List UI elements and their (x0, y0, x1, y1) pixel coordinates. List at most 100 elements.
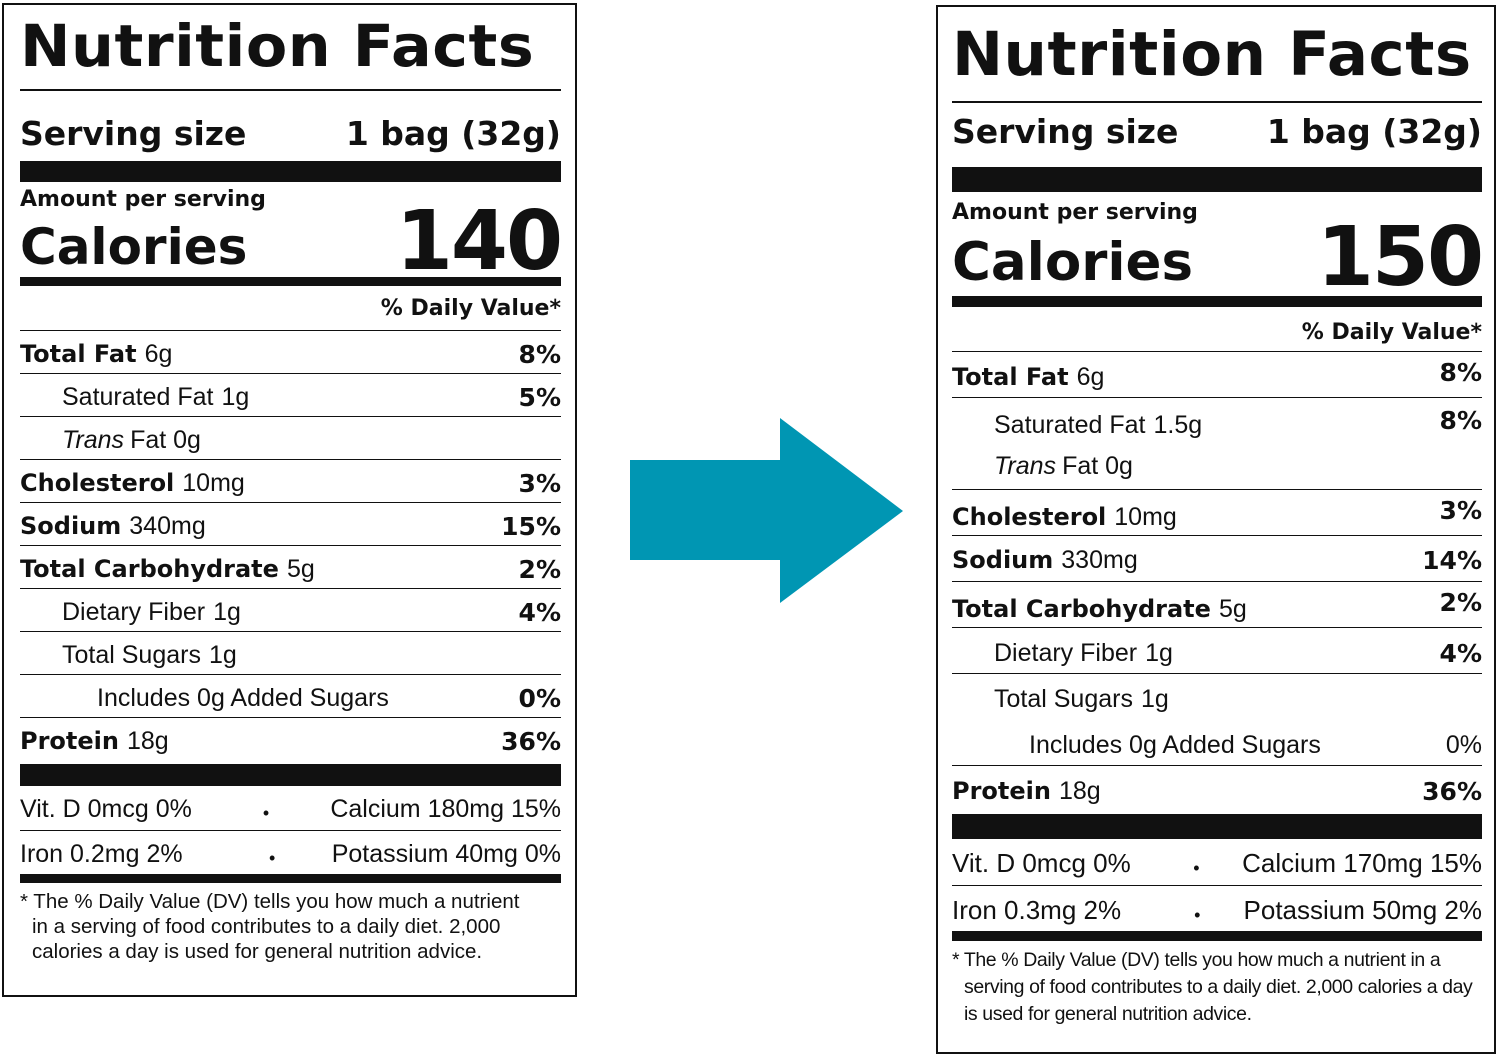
label-title: Nutrition Facts (20, 12, 535, 80)
bullet: • (1194, 905, 1201, 925)
serving-size-row: Serving size 1 bag (32g) (952, 103, 1482, 159)
vitamin-left: Vit. D 0mcg 0% (20, 795, 192, 823)
nutrient-name: Total Fat (20, 340, 137, 368)
nutrient-name: Sodium (952, 546, 1054, 574)
calories-value: 140 (395, 194, 563, 289)
nutrient-row-trans-fat: Trans Fat 0g (952, 443, 1482, 489)
nutrient-dv: 4% (518, 598, 561, 627)
vitamin-row: Vit. D 0mcg 0% • Calcium 180mg 15% (20, 786, 561, 830)
vitamin-right: Potassium 50mg 2% (1243, 895, 1482, 925)
nutrient-amount: 10mg (1114, 503, 1177, 531)
nutrient-amount: 1.5g (1153, 411, 1203, 439)
nutrient-list: Total Fat 6g 8% Saturated Fat 1.5g 8% Tran… (952, 351, 1482, 811)
nutrient-row-dietary-fiber: Dietary Fiber 1g 4% (20, 588, 561, 631)
nutrient-list: Total Fat 6g 8% Saturated Fat 1g 5% Trans F… (20, 330, 561, 760)
calories-label: Calories (952, 232, 1194, 293)
nutrient-row-total-sugars: Total Sugars 1g (20, 631, 561, 674)
vitamin-row: Iron 0.2mg 2% • Potassium 40mg 0% (20, 830, 561, 874)
vitamin-right: Calcium 170mg 15% (1242, 848, 1482, 878)
nutrient-amount: 1g (208, 641, 237, 669)
vitamin-left: Iron 0.2mg 2% (20, 840, 183, 868)
bullet: • (262, 803, 270, 823)
nutrient-name: Total Sugars (62, 641, 201, 669)
footnote-line: is used for general nutrition advice. (964, 1003, 1252, 1025)
nutrient-dv: 8% (518, 340, 561, 369)
nutrient-row-added-sugars: Includes 0g Added Sugars 0% (20, 674, 561, 717)
footnote-line: in a serving of food contributes to a da… (32, 915, 501, 938)
nutrient-name: Trans (62, 426, 125, 454)
calories-row: Calories 150 (952, 210, 1484, 305)
nutrient-amount: 18g (126, 727, 169, 755)
vitamin-right: Potassium 40mg 0% (331, 840, 561, 868)
nutrient-row-protein: Protein 18g 36% (952, 765, 1482, 811)
nutrient-amount: Fat 0g (130, 426, 201, 454)
nutrient-name: Total Fat (952, 363, 1069, 391)
label-title: Nutrition Facts (952, 19, 1472, 90)
nutrient-dv: 0% (518, 684, 561, 713)
vitamin-right: Calcium 180mg 15% (330, 795, 561, 823)
serving-size-label: Serving size (20, 114, 247, 153)
nutrient-row-protein: Protein 18g 36% (20, 717, 561, 760)
nutrient-dv: 0% (1445, 731, 1482, 759)
divider (20, 89, 561, 91)
nutrition-label-after: Nutrition Facts Serving size 1 bag (32g)… (936, 5, 1496, 1054)
nutrient-row-total-fat: Total Fat 6g 8% (20, 330, 561, 373)
footnote-line: * The % Daily Value (DV) tells you how m… (20, 890, 520, 913)
nutrient-dv: 3% (518, 469, 561, 498)
vitamin-left: Iron 0.3mg 2% (952, 895, 1122, 925)
daily-value-header: % Daily Value* (380, 296, 561, 321)
nutrient-amount: Fat 0g (1062, 452, 1133, 480)
nutrient-amount: 10mg (182, 469, 245, 497)
nutrient-row-saturated-fat: Saturated Fat 1g 5% (20, 373, 561, 416)
nutrient-amount: 1g (213, 598, 241, 626)
nutrient-dv: 2% (518, 555, 561, 584)
right-arrow-icon (630, 418, 903, 603)
serving-size-row: Serving size 1 bag (32g) (20, 91, 561, 161)
nutrient-name: Cholesterol (20, 469, 175, 497)
nutrient-row-total-fat: Total Fat 6g 8% (952, 351, 1482, 397)
amount-per-serving: Amount per serving (20, 187, 266, 212)
calories-label: Calories (20, 218, 248, 276)
nutrient-amount: 1g (1145, 639, 1173, 667)
serving-size-value: 1 bag (32g) (1266, 112, 1482, 151)
calories-value: 150 (1316, 210, 1484, 305)
daily-value-header: % Daily Value* (1301, 320, 1482, 345)
nutrient-dv: 3% (1439, 496, 1482, 525)
nutrient-name: Dietary Fiber (994, 639, 1138, 667)
nutrient-name: Includes 0g Added Sugars (97, 684, 389, 712)
serving-size-label: Serving size (952, 112, 1179, 151)
nutrient-dv: 14% (1422, 546, 1482, 575)
nutrient-name: Total Carbohydrate (952, 595, 1211, 623)
serving-size-value: 1 bag (32g) (345, 114, 561, 153)
nutrient-amount: 330mg (1061, 546, 1138, 574)
nutrient-amount: 6g (144, 340, 173, 368)
bullet: • (269, 848, 276, 868)
nutrient-amount: 1g (221, 383, 250, 411)
nutrient-dv: 15% (501, 512, 561, 541)
nutrient-name: Trans (994, 452, 1057, 480)
nutrient-row-dietary-fiber: Dietary Fiber 1g 4% (952, 627, 1482, 673)
nutrient-row-cholesterol: Cholesterol 10mg 3% (20, 459, 561, 502)
nutrient-row-added-sugars: Includes 0g Added Sugars 0% (952, 719, 1482, 765)
nutrient-name: Cholesterol (952, 503, 1107, 531)
nutrient-name: Total Sugars (994, 685, 1133, 713)
nutrient-row-total-sugars: Total Sugars 1g (952, 673, 1482, 719)
nutrient-name: Includes 0g Added Sugars (1029, 731, 1321, 759)
calories-row: Calories 140 (20, 201, 563, 283)
nutrition-label-before: Nutrition Facts Serving size 1 bag (32g)… (2, 3, 577, 997)
nutrient-row-total-carbohydrate: Total Carbohydrate 5g 2% (20, 545, 561, 588)
nutrient-dv: 8% (1439, 358, 1482, 387)
footnote: * The % Daily Value (DV) tells you how m… (20, 883, 561, 964)
nutrient-row-cholesterol: Cholesterol 10mg 3% (952, 489, 1482, 535)
thick-divider (952, 167, 1482, 192)
nutrient-dv: 2% (1439, 588, 1482, 617)
amount-per-serving: Amount per serving (952, 200, 1198, 225)
medium-divider (20, 874, 561, 883)
nutrient-name: Dietary Fiber (62, 598, 206, 626)
nutrient-name: Saturated Fat (62, 383, 214, 411)
nutrient-name: Protein (20, 727, 119, 755)
nutrient-name: Total Carbohydrate (20, 555, 279, 583)
nutrient-row-total-carbohydrate: Total Carbohydrate 5g 2% (952, 581, 1482, 627)
nutrient-name: Protein (952, 777, 1051, 805)
nutrient-amount: 5g (286, 555, 315, 583)
